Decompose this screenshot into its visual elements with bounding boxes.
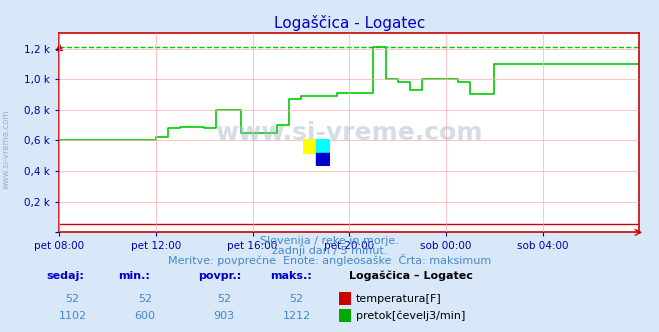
Text: 52: 52 bbox=[138, 294, 152, 304]
Text: sedaj:: sedaj: bbox=[46, 271, 84, 281]
Bar bbox=[316, 139, 330, 153]
Text: Slovenija / reke in morje.: Slovenija / reke in morje. bbox=[260, 236, 399, 246]
Text: www.si-vreme.com: www.si-vreme.com bbox=[2, 110, 11, 189]
Text: Logaščica – Logatec: Logaščica – Logatec bbox=[349, 270, 473, 281]
Title: Logaščica - Logatec: Logaščica - Logatec bbox=[273, 15, 425, 31]
Text: 1102: 1102 bbox=[59, 311, 86, 321]
Text: Meritve: povprečne  Enote: angleosaške  Črta: maksimum: Meritve: povprečne Enote: angleosaške Čr… bbox=[168, 254, 491, 266]
Text: 1212: 1212 bbox=[283, 311, 310, 321]
Text: temperatura[F]: temperatura[F] bbox=[356, 294, 442, 304]
Text: povpr.:: povpr.: bbox=[198, 271, 241, 281]
Text: min.:: min.: bbox=[119, 271, 150, 281]
Text: zadnji dan / 5 minut.: zadnji dan / 5 minut. bbox=[272, 246, 387, 256]
Text: 903: 903 bbox=[214, 311, 235, 321]
Text: 52: 52 bbox=[217, 294, 231, 304]
Text: www.si-vreme.com: www.si-vreme.com bbox=[215, 121, 483, 145]
Text: 600: 600 bbox=[134, 311, 156, 321]
Text: 52: 52 bbox=[289, 294, 304, 304]
Text: pretok[čevelj3/min]: pretok[čevelj3/min] bbox=[356, 310, 465, 321]
Bar bbox=[316, 153, 330, 166]
Text: 52: 52 bbox=[65, 294, 80, 304]
Text: maks.:: maks.: bbox=[270, 271, 312, 281]
Bar bbox=[303, 139, 316, 153]
